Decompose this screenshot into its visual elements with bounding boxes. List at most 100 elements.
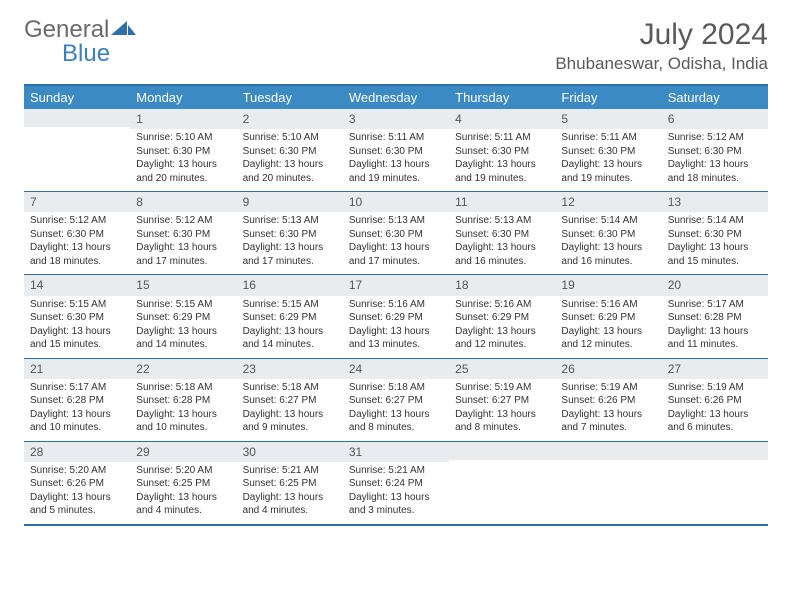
day-header: Tuesday	[237, 86, 343, 109]
calendar-cell: 12Sunrise: 5:14 AMSunset: 6:30 PMDayligh…	[555, 192, 661, 274]
day-header: Wednesday	[343, 86, 449, 109]
calendar-cell: 8Sunrise: 5:12 AMSunset: 6:30 PMDaylight…	[130, 192, 236, 274]
sunset-text: Sunset: 6:30 PM	[136, 145, 230, 159]
day-number: 31	[343, 442, 449, 462]
sunrise-text: Sunrise: 5:11 AM	[455, 131, 549, 145]
day-number: 23	[237, 359, 343, 379]
day-number	[24, 109, 130, 127]
weeks-container: 1Sunrise: 5:10 AMSunset: 6:30 PMDaylight…	[24, 109, 768, 524]
calendar: Sunday Monday Tuesday Wednesday Thursday…	[24, 84, 768, 526]
cell-body: Sunrise: 5:15 AMSunset: 6:30 PMDaylight:…	[24, 296, 130, 358]
day-header: Thursday	[449, 86, 555, 109]
daylight-text: Daylight: 13 hours and 10 minutes.	[136, 408, 230, 435]
sunrise-text: Sunrise: 5:18 AM	[243, 381, 337, 395]
week-row: 28Sunrise: 5:20 AMSunset: 6:26 PMDayligh…	[24, 441, 768, 524]
day-header-row: Sunday Monday Tuesday Wednesday Thursday…	[24, 86, 768, 109]
cell-body: Sunrise: 5:15 AMSunset: 6:29 PMDaylight:…	[130, 296, 236, 358]
sunrise-text: Sunrise: 5:11 AM	[561, 131, 655, 145]
sunset-text: Sunset: 6:30 PM	[455, 228, 549, 242]
sunset-text: Sunset: 6:27 PM	[349, 394, 443, 408]
daylight-text: Daylight: 13 hours and 13 minutes.	[349, 325, 443, 352]
daylight-text: Daylight: 13 hours and 12 minutes.	[561, 325, 655, 352]
day-number: 27	[662, 359, 768, 379]
daylight-text: Daylight: 13 hours and 11 minutes.	[668, 325, 762, 352]
calendar-cell	[24, 109, 130, 191]
day-header: Monday	[130, 86, 236, 109]
calendar-cell: 15Sunrise: 5:15 AMSunset: 6:29 PMDayligh…	[130, 275, 236, 357]
cell-body: Sunrise: 5:13 AMSunset: 6:30 PMDaylight:…	[237, 212, 343, 274]
daylight-text: Daylight: 13 hours and 19 minutes.	[455, 158, 549, 185]
calendar-cell: 5Sunrise: 5:11 AMSunset: 6:30 PMDaylight…	[555, 109, 661, 191]
day-number: 1	[130, 109, 236, 129]
cell-body: Sunrise: 5:20 AMSunset: 6:26 PMDaylight:…	[24, 462, 130, 524]
sunset-text: Sunset: 6:24 PM	[349, 477, 443, 491]
calendar-cell: 26Sunrise: 5:19 AMSunset: 6:26 PMDayligh…	[555, 359, 661, 441]
sunset-text: Sunset: 6:28 PM	[30, 394, 124, 408]
cell-body: Sunrise: 5:14 AMSunset: 6:30 PMDaylight:…	[555, 212, 661, 274]
calendar-cell: 6Sunrise: 5:12 AMSunset: 6:30 PMDaylight…	[662, 109, 768, 191]
cell-body: Sunrise: 5:10 AMSunset: 6:30 PMDaylight:…	[130, 129, 236, 191]
day-number: 18	[449, 275, 555, 295]
sunrise-text: Sunrise: 5:12 AM	[668, 131, 762, 145]
day-number: 24	[343, 359, 449, 379]
calendar-cell: 20Sunrise: 5:17 AMSunset: 6:28 PMDayligh…	[662, 275, 768, 357]
cell-body: Sunrise: 5:11 AMSunset: 6:30 PMDaylight:…	[449, 129, 555, 191]
cell-body	[449, 460, 555, 522]
calendar-cell: 14Sunrise: 5:15 AMSunset: 6:30 PMDayligh…	[24, 275, 130, 357]
day-number: 15	[130, 275, 236, 295]
cell-body: Sunrise: 5:12 AMSunset: 6:30 PMDaylight:…	[662, 129, 768, 191]
calendar-cell: 11Sunrise: 5:13 AMSunset: 6:30 PMDayligh…	[449, 192, 555, 274]
daylight-text: Daylight: 13 hours and 17 minutes.	[349, 241, 443, 268]
day-header: Saturday	[662, 86, 768, 109]
logo-text-blue: Blue	[62, 40, 110, 67]
cell-body: Sunrise: 5:17 AMSunset: 6:28 PMDaylight:…	[662, 296, 768, 358]
sunrise-text: Sunrise: 5:18 AM	[136, 381, 230, 395]
daylight-text: Daylight: 13 hours and 6 minutes.	[668, 408, 762, 435]
calendar-cell: 3Sunrise: 5:11 AMSunset: 6:30 PMDaylight…	[343, 109, 449, 191]
sunset-text: Sunset: 6:30 PM	[349, 228, 443, 242]
sunset-text: Sunset: 6:30 PM	[455, 145, 549, 159]
day-number: 25	[449, 359, 555, 379]
week-row: 14Sunrise: 5:15 AMSunset: 6:30 PMDayligh…	[24, 274, 768, 357]
day-number	[449, 442, 555, 460]
sunset-text: Sunset: 6:27 PM	[243, 394, 337, 408]
cell-body: Sunrise: 5:12 AMSunset: 6:30 PMDaylight:…	[24, 212, 130, 274]
sunrise-text: Sunrise: 5:16 AM	[455, 298, 549, 312]
day-number: 29	[130, 442, 236, 462]
cell-body	[662, 460, 768, 522]
sunrise-text: Sunrise: 5:16 AM	[349, 298, 443, 312]
day-number: 6	[662, 109, 768, 129]
sunset-text: Sunset: 6:25 PM	[136, 477, 230, 491]
cell-body: Sunrise: 5:16 AMSunset: 6:29 PMDaylight:…	[449, 296, 555, 358]
daylight-text: Daylight: 13 hours and 12 minutes.	[455, 325, 549, 352]
sunrise-text: Sunrise: 5:19 AM	[561, 381, 655, 395]
day-number: 21	[24, 359, 130, 379]
sunrise-text: Sunrise: 5:20 AM	[30, 464, 124, 478]
daylight-text: Daylight: 13 hours and 8 minutes.	[349, 408, 443, 435]
day-number: 26	[555, 359, 661, 379]
day-number: 14	[24, 275, 130, 295]
sunset-text: Sunset: 6:26 PM	[561, 394, 655, 408]
sunrise-text: Sunrise: 5:13 AM	[455, 214, 549, 228]
sunset-text: Sunset: 6:30 PM	[136, 228, 230, 242]
daylight-text: Daylight: 13 hours and 14 minutes.	[136, 325, 230, 352]
week-row: 21Sunrise: 5:17 AMSunset: 6:28 PMDayligh…	[24, 358, 768, 441]
sunset-text: Sunset: 6:29 PM	[455, 311, 549, 325]
cell-body: Sunrise: 5:11 AMSunset: 6:30 PMDaylight:…	[343, 129, 449, 191]
daylight-text: Daylight: 13 hours and 17 minutes.	[136, 241, 230, 268]
sunset-text: Sunset: 6:25 PM	[243, 477, 337, 491]
calendar-cell: 22Sunrise: 5:18 AMSunset: 6:28 PMDayligh…	[130, 359, 236, 441]
daylight-text: Daylight: 13 hours and 17 minutes.	[243, 241, 337, 268]
sunset-text: Sunset: 6:28 PM	[136, 394, 230, 408]
sunrise-text: Sunrise: 5:14 AM	[668, 214, 762, 228]
page-title: July 2024	[555, 18, 768, 52]
calendar-cell: 21Sunrise: 5:17 AMSunset: 6:28 PMDayligh…	[24, 359, 130, 441]
day-number: 19	[555, 275, 661, 295]
cell-body: Sunrise: 5:16 AMSunset: 6:29 PMDaylight:…	[343, 296, 449, 358]
sunrise-text: Sunrise: 5:20 AM	[136, 464, 230, 478]
cell-body: Sunrise: 5:10 AMSunset: 6:30 PMDaylight:…	[237, 129, 343, 191]
day-number: 28	[24, 442, 130, 462]
calendar-cell: 19Sunrise: 5:16 AMSunset: 6:29 PMDayligh…	[555, 275, 661, 357]
week-row: 1Sunrise: 5:10 AMSunset: 6:30 PMDaylight…	[24, 109, 768, 191]
cell-body: Sunrise: 5:14 AMSunset: 6:30 PMDaylight:…	[662, 212, 768, 274]
